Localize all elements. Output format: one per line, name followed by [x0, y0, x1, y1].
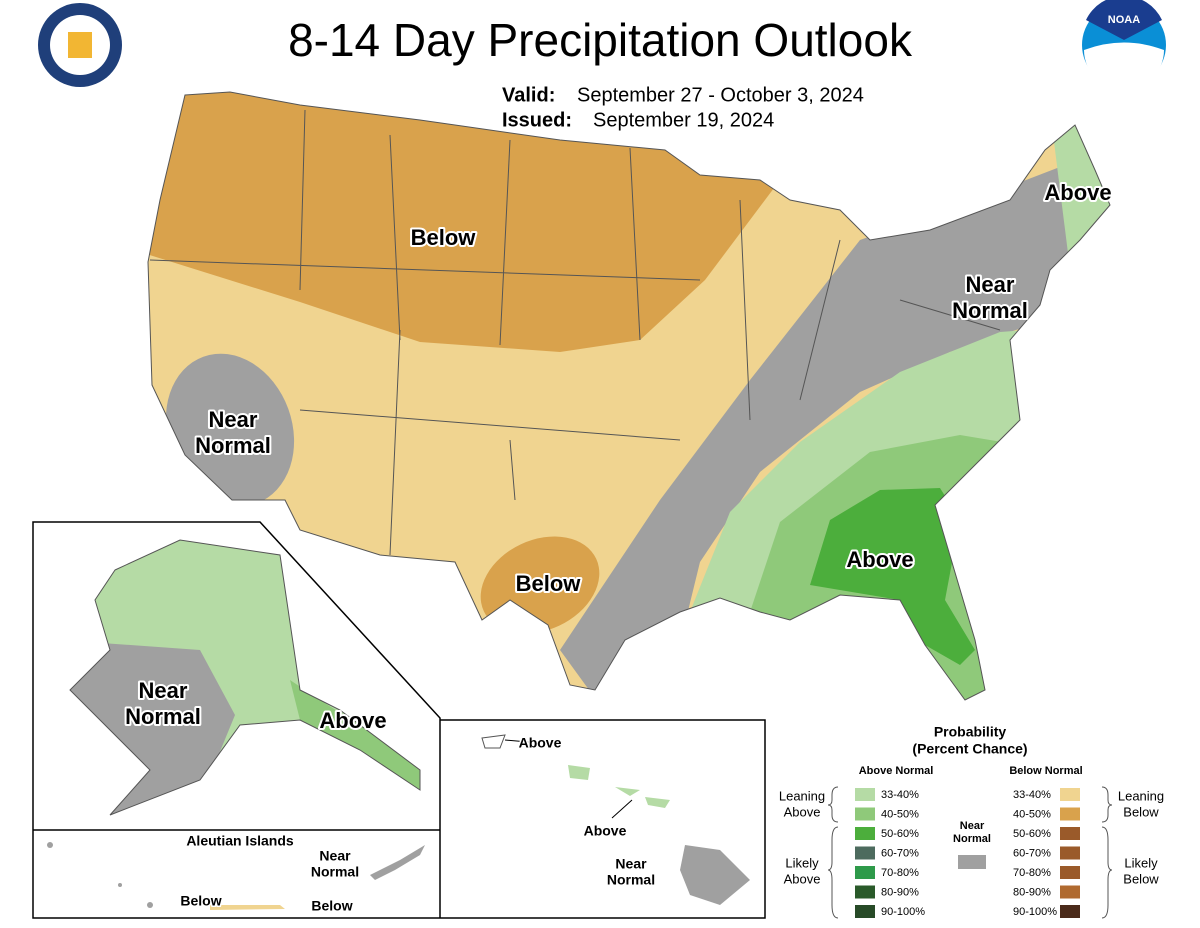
legend-range: 40-50% — [881, 808, 919, 820]
valid-dates: September 27 - October 3, 2024 — [577, 84, 864, 106]
legend-range: 50-60% — [881, 828, 919, 840]
legend-group: Leaning — [1118, 788, 1164, 803]
legend-range: 90-100% — [881, 906, 925, 918]
legend-group: Below — [1123, 871, 1159, 886]
legend-swatch — [1060, 807, 1080, 821]
legend-range: 80-90% — [881, 886, 919, 898]
legend-group: Leaning — [779, 788, 825, 803]
legend-braces — [827, 786, 1113, 919]
alaska-map — [69, 539, 421, 816]
legend-heading: Above Normal — [859, 765, 934, 777]
region-label: Near — [615, 856, 647, 872]
region-label: Below — [516, 571, 582, 596]
legend-swatch — [855, 905, 875, 918]
region-label: Near — [319, 848, 351, 864]
legend-title: Probability — [934, 724, 1007, 740]
region-label: Above — [519, 735, 562, 751]
valid-label: Valid: — [502, 84, 555, 106]
region-label: Above — [584, 823, 627, 839]
legend-range: 50-60% — [1013, 828, 1051, 840]
region-label: Near — [966, 272, 1015, 297]
inset-frames — [32, 521, 766, 919]
issued-date: September 19, 2024 — [593, 109, 774, 131]
inset-title: Aleutian Islands — [186, 833, 294, 849]
legend-swatch — [855, 846, 875, 860]
legend-swatch — [855, 885, 875, 899]
legend-group: Likely — [785, 855, 819, 870]
region-label: Normal — [195, 433, 271, 458]
title: 8-14 Day Precipitation Outlook — [288, 14, 913, 66]
region-label: Below — [411, 225, 477, 250]
legend-range: 90-100% — [1013, 906, 1057, 918]
issued-label: Issued: — [502, 109, 572, 131]
region-label: Below — [311, 898, 352, 914]
legend-range: 70-80% — [881, 867, 919, 879]
legend-range: 40-50% — [1013, 808, 1051, 820]
legend-swatch — [855, 866, 875, 879]
legend-swatch — [855, 807, 875, 821]
legend-swatch — [1060, 846, 1080, 860]
legend-group: Above — [784, 871, 821, 886]
legend-range: 33-40% — [881, 789, 919, 801]
legend-swatch — [958, 855, 986, 869]
aleutian-map — [47, 842, 425, 910]
region-label: Near — [209, 407, 258, 432]
legend-swatch — [1060, 788, 1080, 801]
legend-group: Below — [1123, 804, 1159, 819]
legend-near: Near — [960, 820, 985, 832]
noaa-logo — [1082, 0, 1166, 90]
legend-range: 33-40% — [1013, 789, 1051, 801]
region-label: Above — [319, 708, 386, 733]
legend-swatch — [855, 827, 875, 840]
region-label: Above — [846, 547, 913, 572]
commerce-seal — [38, 3, 122, 87]
hawaii-map — [481, 734, 750, 905]
region-label: Normal — [607, 872, 655, 888]
region-label: Below — [180, 893, 221, 909]
region-label: Above — [1044, 180, 1111, 205]
legend-swatch — [1060, 866, 1080, 879]
legend-range: 80-90% — [1013, 886, 1051, 898]
legend-range: 60-70% — [881, 847, 919, 859]
legend-title: (Percent Chance) — [912, 741, 1027, 757]
legend-near: Normal — [953, 833, 991, 845]
legend-range: 60-70% — [1013, 847, 1051, 859]
legend-swatch — [855, 788, 875, 801]
region-label: Near — [139, 678, 188, 703]
legend-range: 70-80% — [1013, 867, 1051, 879]
region-label: Normal — [125, 704, 201, 729]
logo-text: NOAA — [1108, 14, 1140, 26]
legend-swatch — [1060, 827, 1080, 840]
legend-group: Likely — [1124, 855, 1158, 870]
region-label: Normal — [952, 298, 1028, 323]
legend-swatch — [1060, 905, 1080, 918]
region-label: Normal — [311, 864, 359, 880]
legend-heading: Below Normal — [1009, 765, 1082, 777]
legend-group: Above — [784, 804, 821, 819]
legend-swatch — [1060, 885, 1080, 899]
